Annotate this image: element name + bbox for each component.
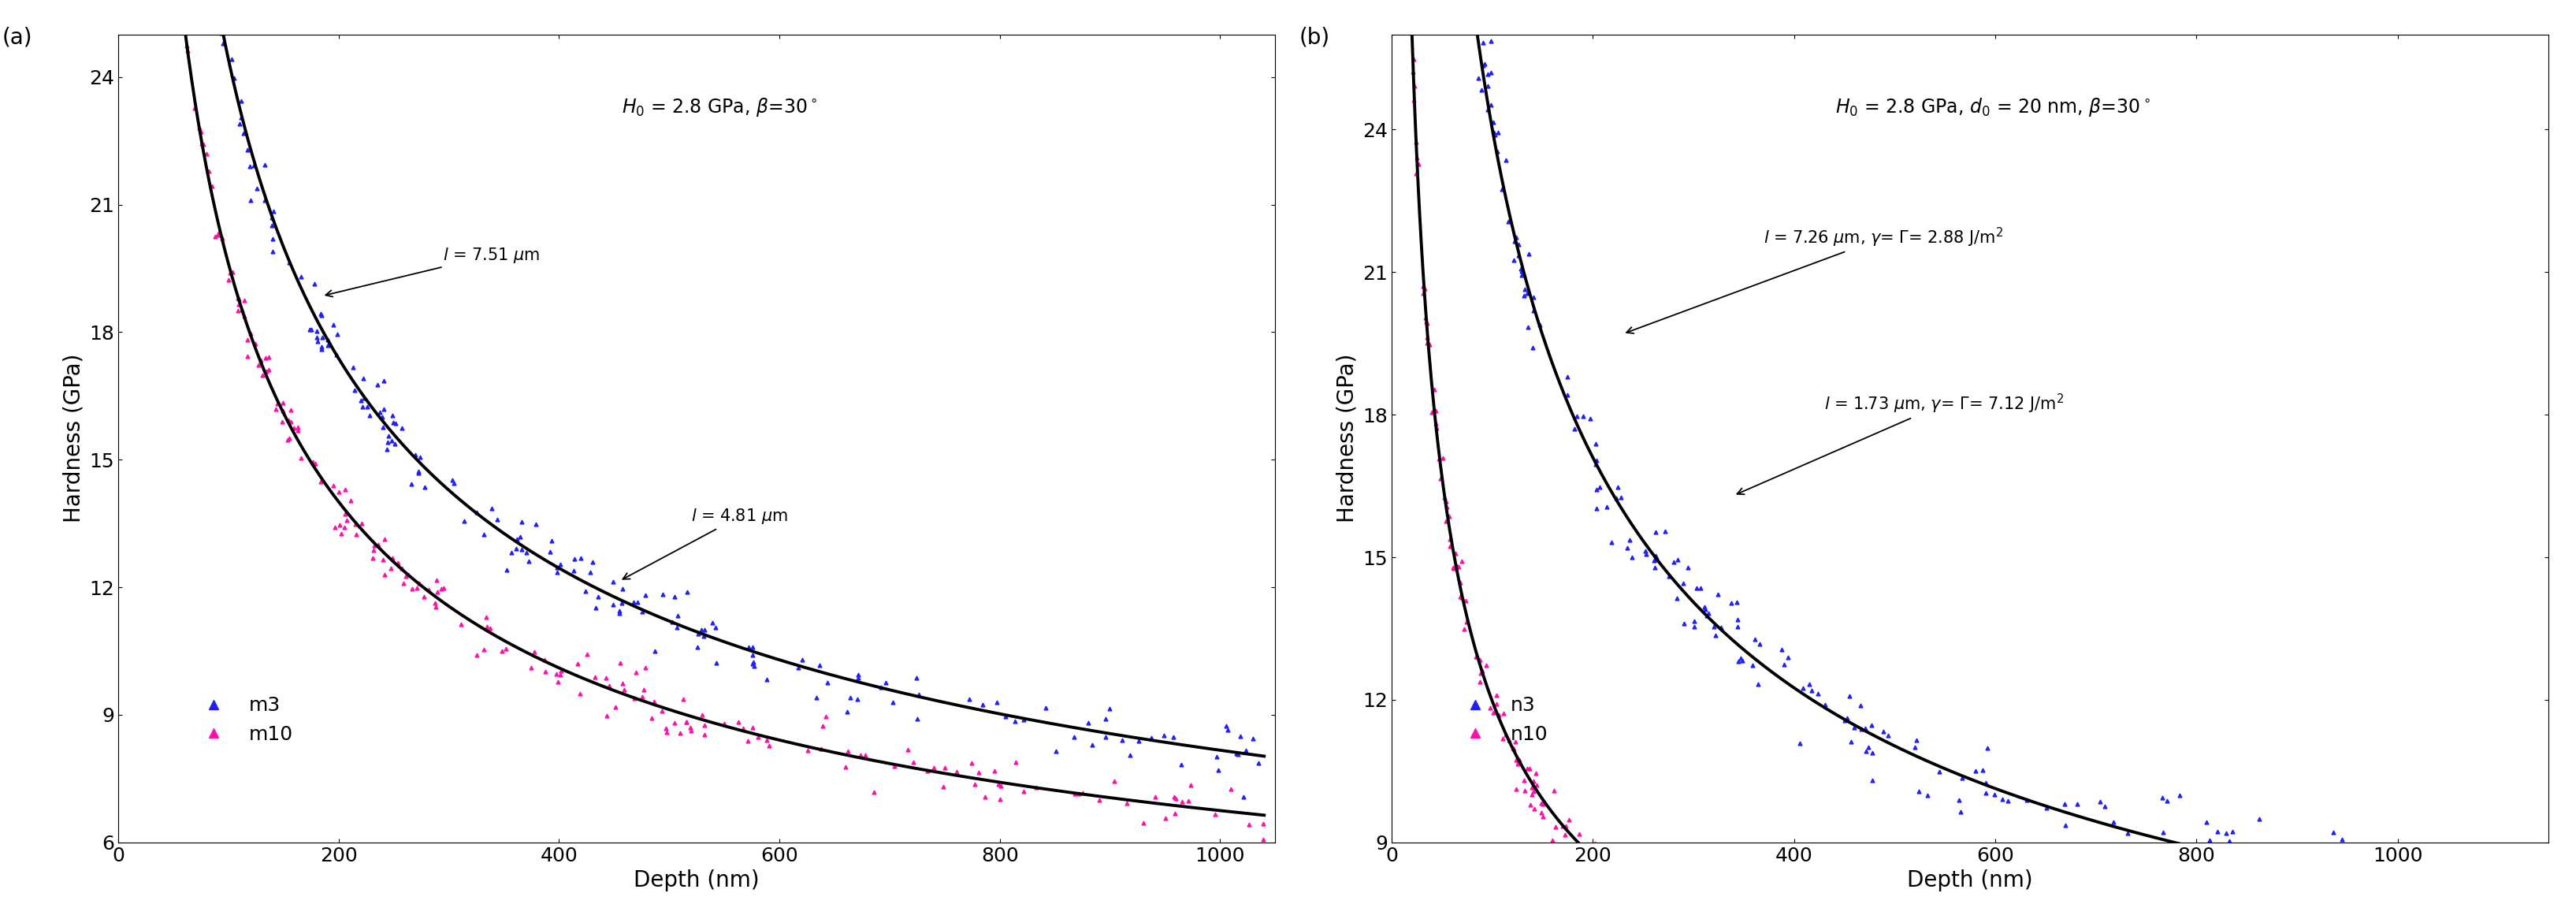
Text: $l$ = 7.51 $\mu$m: $l$ = 7.51 $\mu$m bbox=[325, 245, 541, 297]
m10 bbox=[173, 40, 204, 51]
Legend: m3, m10: m3, m10 bbox=[185, 688, 301, 752]
X-axis label: Depth (nm): Depth (nm) bbox=[1906, 869, 2032, 891]
m10 bbox=[963, 767, 994, 778]
n3 bbox=[2393, 909, 2424, 919]
m3 bbox=[1229, 791, 1260, 802]
Text: $H_0$ = 2.8 GPa, $d_0$ = 20 nm, $\beta$=30$^\circ$: $H_0$ = 2.8 GPa, $d_0$ = 20 nm, $\beta$=… bbox=[1837, 96, 2151, 119]
Line: n10: n10 bbox=[1409, 9, 2442, 919]
Y-axis label: Hardness (GPa): Hardness (GPa) bbox=[1337, 354, 1358, 523]
Text: (a): (a) bbox=[3, 27, 33, 49]
Line: m10: m10 bbox=[185, 43, 1265, 841]
n10 bbox=[1396, 6, 1427, 17]
m10 bbox=[1247, 818, 1278, 829]
n3 bbox=[1978, 789, 2009, 800]
n3 bbox=[1512, 288, 1543, 299]
n3 bbox=[2409, 884, 2439, 895]
n3 bbox=[2050, 799, 2081, 810]
m3 bbox=[1242, 757, 1273, 768]
m10 bbox=[1007, 786, 1038, 797]
m3 bbox=[842, 694, 873, 705]
m3 bbox=[317, 319, 348, 330]
m10 bbox=[845, 750, 876, 761]
n10 bbox=[1517, 776, 1548, 787]
Line: n3: n3 bbox=[1406, 0, 2429, 917]
Y-axis label: Hardness (GPa): Hardness (GPa) bbox=[62, 354, 85, 523]
m3 bbox=[1090, 713, 1121, 724]
Text: $l$ = 1.73 $\mu$m, $\gamma$= $\Gamma$= 7.12 J/m$^2$: $l$ = 1.73 $\mu$m, $\gamma$= $\Gamma$= 7… bbox=[1736, 392, 2063, 494]
m3 bbox=[999, 716, 1030, 727]
n10 bbox=[1445, 556, 1476, 567]
Text: $l$ = 4.81 $\mu$m: $l$ = 4.81 $\mu$m bbox=[623, 507, 788, 579]
m3 bbox=[536, 535, 567, 546]
m10 bbox=[299, 458, 330, 469]
n3 bbox=[2269, 888, 2300, 899]
m10 bbox=[1247, 834, 1278, 845]
Legend: n3, n10: n3, n10 bbox=[1448, 688, 1556, 752]
Line: m3: m3 bbox=[185, 0, 1260, 799]
Text: (b): (b) bbox=[1298, 27, 1329, 49]
m10 bbox=[204, 229, 234, 240]
Text: $H_0$ = 2.8 GPa, $\beta$=30$^\circ$: $H_0$ = 2.8 GPa, $\beta$=30$^\circ$ bbox=[621, 96, 817, 119]
Text: $l$ = 7.26 $\mu$m, $\gamma$= $\Gamma$= 2.88 J/m$^2$: $l$ = 7.26 $\mu$m, $\gamma$= $\Gamma$= 2… bbox=[1625, 226, 2004, 334]
n3 bbox=[2414, 886, 2445, 897]
X-axis label: Depth (nm): Depth (nm) bbox=[634, 869, 760, 891]
m10 bbox=[528, 654, 559, 665]
